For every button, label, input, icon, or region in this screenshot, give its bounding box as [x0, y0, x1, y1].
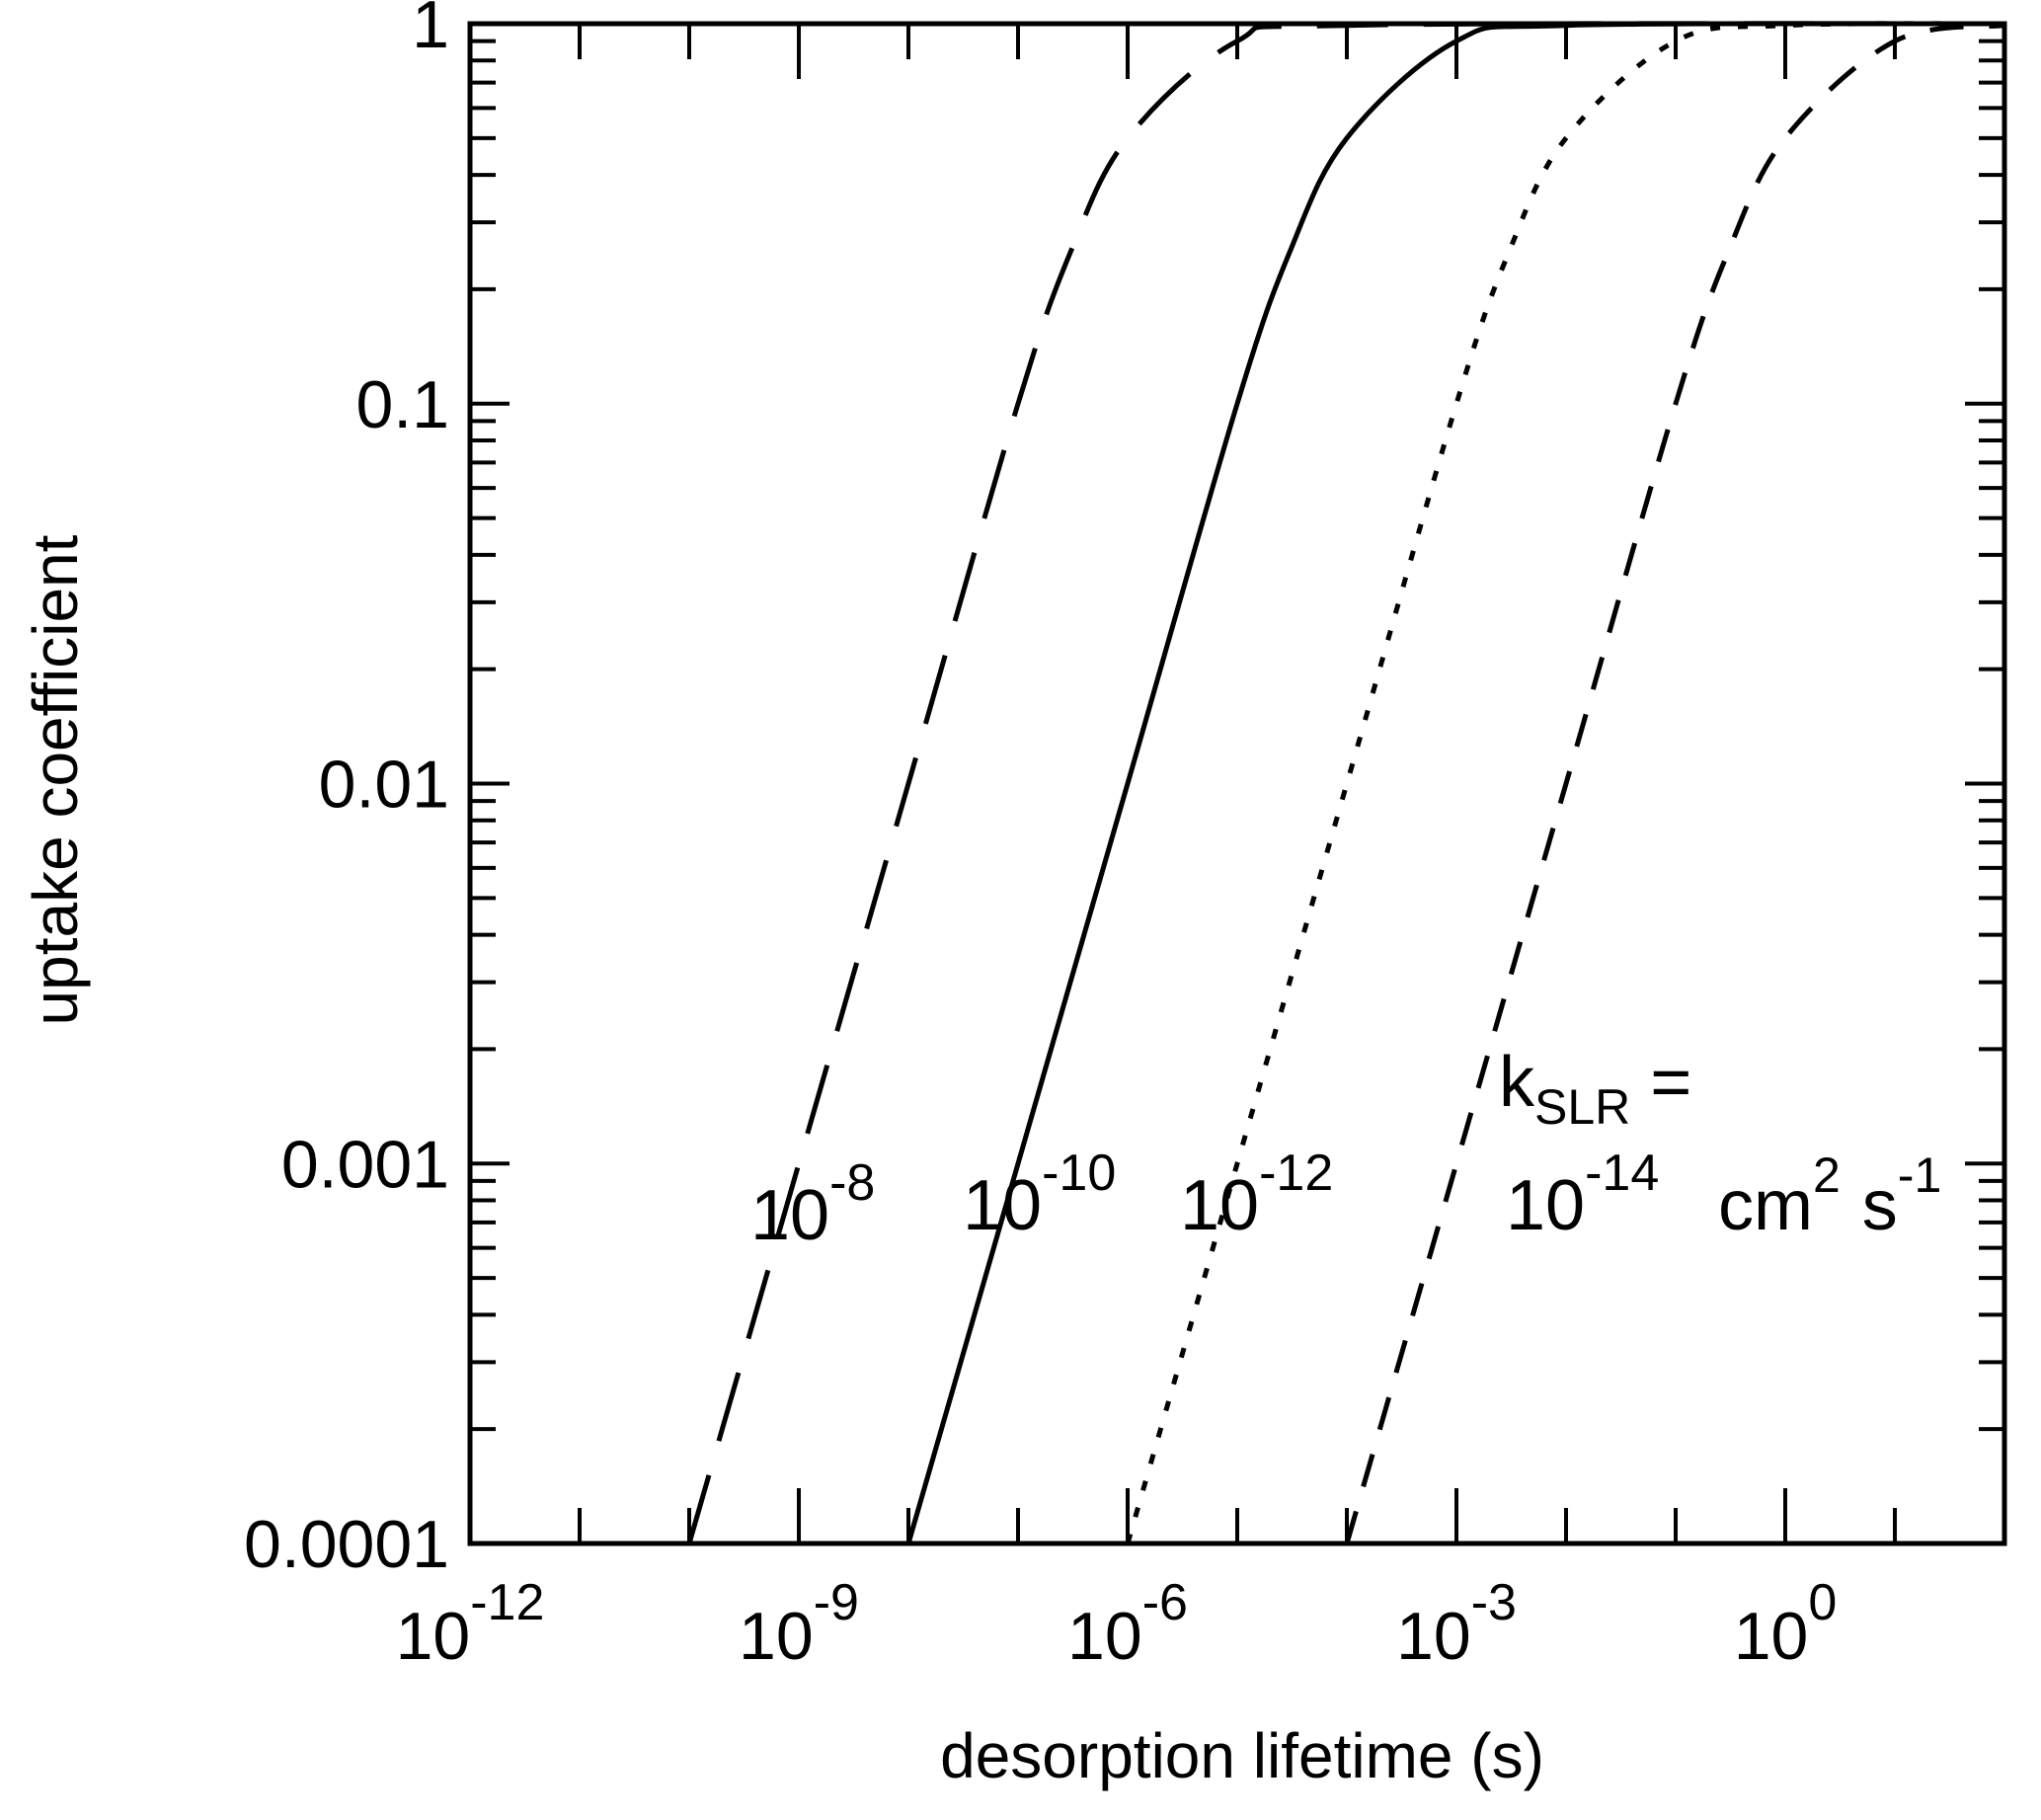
x-tick-label-exp: 0 [1808, 1574, 1837, 1631]
y-axis-title: uptake coefficient [20, 534, 91, 1025]
series-label-exp: -10 [1042, 1145, 1116, 1202]
y-tick-label: 1 [412, 0, 449, 62]
y-tick-label: 0.001 [281, 1127, 449, 1202]
series-label-base: 10 [963, 1166, 1042, 1245]
k-slr-annotation: kSLR = [1499, 1043, 1691, 1135]
ticks-layer [468, 22, 2006, 1545]
x-tick-label-exp: -3 [1471, 1574, 1517, 1631]
labels-layer: 10-12 10-9 10-6 10-3 10010.10.010.0010.00011… [244, 0, 1837, 1674]
units-s: s [1862, 1166, 1898, 1245]
x-tick-label-base: 10 [1396, 1599, 1471, 1674]
units-cm-exp: 2 [1813, 1147, 1841, 1203]
x-axis-title: desorption lifetime (s) [940, 1720, 1544, 1791]
y-tick-label: 0.0001 [244, 1507, 449, 1582]
x-tick-label-base: 10 [739, 1599, 814, 1674]
x-tick-label: 10-3 [1396, 1574, 1517, 1674]
series-line-1 [686, 21, 2005, 1544]
k-equals: = [1650, 1043, 1691, 1122]
x-tick-label-exp: -6 [1142, 1574, 1188, 1631]
series-layer [686, 21, 2005, 1544]
x-tick-label-exp: -12 [470, 1574, 544, 1631]
x-tick-label-base: 10 [1067, 1599, 1142, 1674]
x-tick-label-base: 10 [396, 1599, 471, 1674]
series-label-4: 10-14 [1506, 1145, 1659, 1245]
x-tick-label: 10-12 [396, 1574, 545, 1674]
x-tick-label-exp: -9 [814, 1574, 859, 1631]
k-symbol: k [1499, 1043, 1535, 1122]
x-tick-label-base: 10 [1734, 1599, 1809, 1674]
series-label-base: 10 [750, 1176, 829, 1255]
series-label-2: 10-10 [963, 1145, 1116, 1245]
x-tick-label: 100 [1734, 1574, 1838, 1674]
y-tick-label: 0.1 [355, 367, 449, 442]
plot-frame [467, 21, 2007, 1546]
series-line-3 [1125, 21, 2005, 1544]
units-s-exp: -1 [1898, 1147, 1941, 1203]
series-label-1: 10-8 [750, 1154, 875, 1255]
series-label-base: 10 [1180, 1166, 1259, 1245]
series-label-exp: -12 [1259, 1145, 1333, 1202]
series-line-4 [1344, 23, 2005, 1544]
series-label-exp: -14 [1585, 1145, 1659, 1202]
units-cm: cm [1718, 1166, 1813, 1245]
y-tick-label: 0.01 [319, 748, 449, 823]
k-subscript: SLR [1534, 1079, 1630, 1135]
units-annotation: cm2 s-1 [1718, 1147, 1941, 1245]
series-label-base: 10 [1506, 1166, 1585, 1245]
x-tick-label: 10-6 [1067, 1574, 1188, 1674]
series-label-3: 10-12 [1180, 1145, 1333, 1245]
x-tick-label: 10-9 [739, 1574, 859, 1674]
series-label-exp: -8 [829, 1154, 875, 1212]
